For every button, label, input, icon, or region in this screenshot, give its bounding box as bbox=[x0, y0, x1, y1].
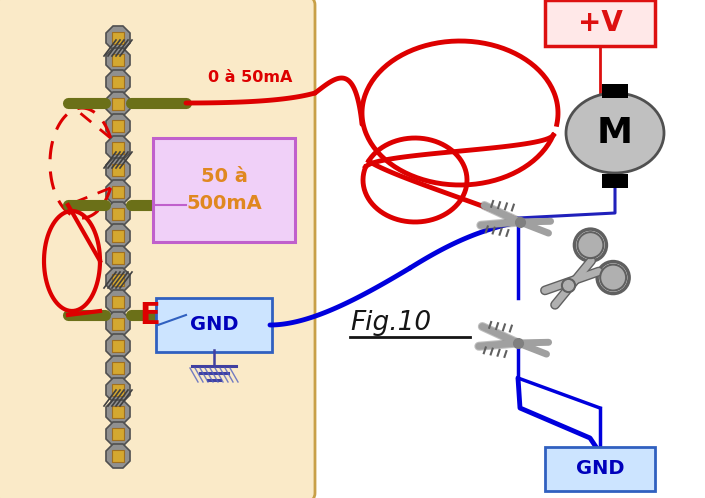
Text: M: M bbox=[597, 116, 633, 150]
Bar bbox=[112, 54, 124, 66]
Polygon shape bbox=[106, 356, 130, 380]
Text: +V: +V bbox=[577, 9, 623, 37]
Bar bbox=[112, 186, 124, 198]
Circle shape bbox=[577, 232, 603, 258]
Polygon shape bbox=[106, 224, 130, 248]
Bar bbox=[602, 174, 628, 188]
Bar bbox=[112, 274, 124, 286]
Bar bbox=[112, 230, 124, 242]
Bar bbox=[112, 296, 124, 308]
Text: E: E bbox=[140, 300, 160, 330]
Polygon shape bbox=[106, 136, 130, 160]
Polygon shape bbox=[106, 334, 130, 358]
Polygon shape bbox=[106, 180, 130, 204]
Text: 50 à
500mA: 50 à 500mA bbox=[186, 167, 262, 213]
Bar bbox=[112, 76, 124, 88]
Bar bbox=[112, 98, 124, 110]
Bar bbox=[112, 318, 124, 330]
Bar bbox=[112, 428, 124, 440]
Text: Fig.10: Fig.10 bbox=[350, 310, 431, 336]
FancyBboxPatch shape bbox=[153, 138, 295, 242]
Polygon shape bbox=[106, 158, 130, 182]
Polygon shape bbox=[106, 92, 130, 116]
Polygon shape bbox=[106, 114, 130, 138]
Bar bbox=[112, 120, 124, 132]
Bar bbox=[112, 252, 124, 264]
Bar bbox=[112, 362, 124, 374]
Bar bbox=[112, 208, 124, 220]
Polygon shape bbox=[106, 268, 130, 292]
Polygon shape bbox=[106, 70, 130, 94]
Polygon shape bbox=[106, 48, 130, 72]
FancyBboxPatch shape bbox=[545, 0, 655, 46]
Bar bbox=[602, 84, 628, 98]
Ellipse shape bbox=[566, 93, 664, 173]
Bar bbox=[112, 450, 124, 462]
Bar bbox=[112, 384, 124, 396]
Polygon shape bbox=[106, 202, 130, 226]
Polygon shape bbox=[106, 400, 130, 424]
Polygon shape bbox=[106, 290, 130, 314]
Bar bbox=[112, 142, 124, 154]
Polygon shape bbox=[106, 246, 130, 270]
Polygon shape bbox=[106, 26, 130, 50]
Text: GND: GND bbox=[190, 316, 238, 335]
Bar bbox=[112, 406, 124, 418]
Polygon shape bbox=[106, 444, 130, 468]
Polygon shape bbox=[106, 422, 130, 446]
FancyBboxPatch shape bbox=[0, 0, 315, 498]
Bar bbox=[112, 32, 124, 44]
Text: GND: GND bbox=[576, 460, 624, 479]
Text: 0 à 50mA: 0 à 50mA bbox=[208, 70, 293, 85]
Circle shape bbox=[600, 264, 626, 290]
FancyBboxPatch shape bbox=[156, 298, 272, 352]
Bar bbox=[112, 340, 124, 352]
Polygon shape bbox=[106, 378, 130, 402]
FancyBboxPatch shape bbox=[545, 447, 655, 491]
Polygon shape bbox=[106, 312, 130, 336]
Bar bbox=[112, 164, 124, 176]
